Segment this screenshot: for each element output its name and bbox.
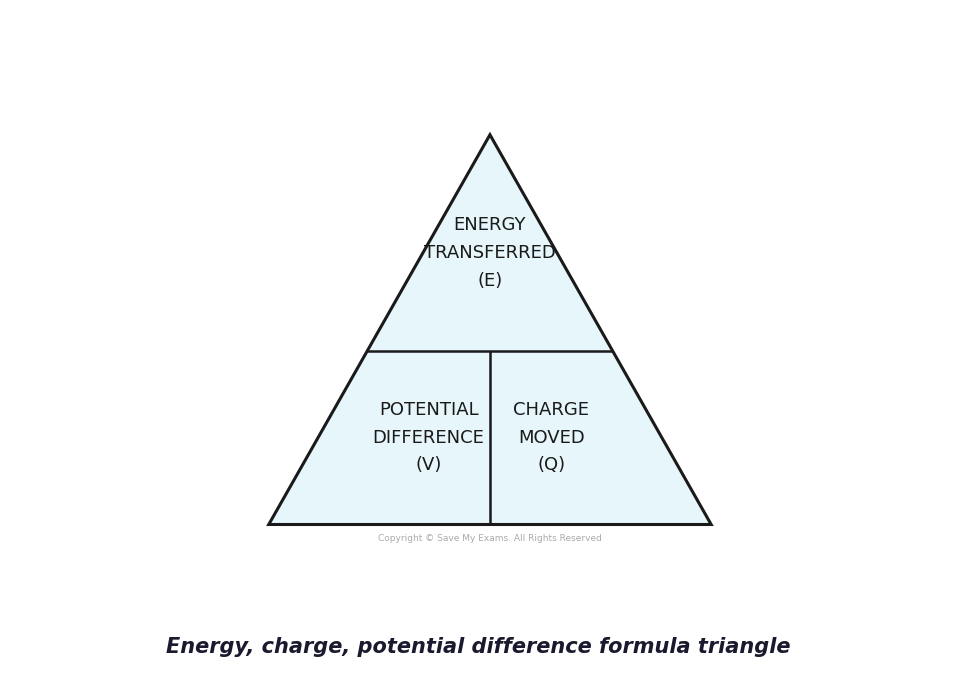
Text: Copyright © Save My Exams. All Rights Reserved: Copyright © Save My Exams. All Rights Re… xyxy=(378,534,602,543)
Text: ENERGY
TRANSFERRED
(E): ENERGY TRANSFERRED (E) xyxy=(424,216,555,290)
Text: Energy, charge, potential difference formula triangle: Energy, charge, potential difference for… xyxy=(165,637,791,657)
Text: CHARGE
MOVED
(Q): CHARGE MOVED (Q) xyxy=(513,401,589,475)
Text: POTENTIAL
DIFFERENCE
(V): POTENTIAL DIFFERENCE (V) xyxy=(373,401,485,475)
Polygon shape xyxy=(269,135,711,525)
